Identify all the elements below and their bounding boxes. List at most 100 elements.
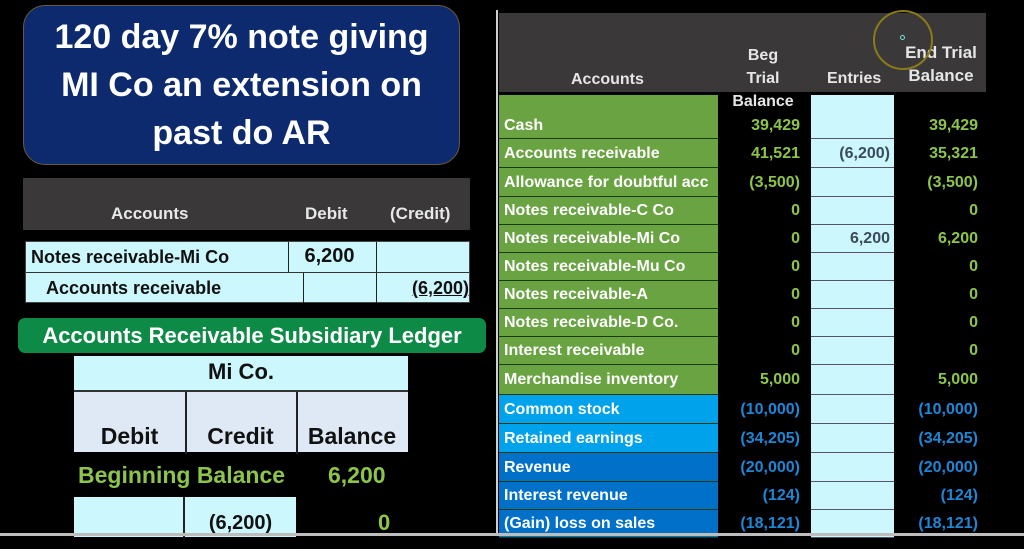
tb-row: Notes receivable-C Co 0 0 bbox=[499, 197, 986, 225]
tb-row: Cash 39,429 39,429 bbox=[499, 95, 986, 139]
tb-account-cell[interactable]: Allowance for doubtful acc bbox=[499, 168, 718, 197]
tb-end-balance-cell: (3,500) bbox=[927, 174, 978, 191]
title-line: 120 day 7% note giving bbox=[54, 18, 429, 56]
title-line: MI Co an extension on bbox=[61, 66, 422, 104]
ledger-headers: Debit Credit Balance bbox=[74, 390, 408, 454]
tb-entries-cell[interactable] bbox=[811, 253, 894, 281]
tb-account-cell[interactable]: Notes receivable-A bbox=[499, 281, 718, 309]
journal-account-cell[interactable]: Notes receivable-Mi Co bbox=[26, 242, 289, 272]
tb-row: Revenue (20,000) (20,000) bbox=[499, 453, 986, 482]
tb-entries-cell[interactable] bbox=[811, 482, 894, 510]
ledger-debit-cell[interactable] bbox=[74, 497, 185, 537]
tb-row: Notes receivable-Mi Co 0 6,200 6,200 bbox=[499, 225, 986, 253]
tb-end-balance-cell: 39,429 bbox=[929, 117, 978, 134]
tb-account-cell[interactable]: Notes receivable-C Co bbox=[499, 197, 718, 225]
tb-row: Notes receivable-A 0 0 bbox=[499, 281, 986, 309]
tb-end-balance-cell: 0 bbox=[969, 314, 978, 331]
tb-beg-balance-cell: 0 bbox=[791, 286, 800, 303]
tb-beg-balance-cell: (124) bbox=[762, 487, 800, 504]
tb-header-entries: Entries bbox=[827, 70, 882, 87]
tb-row: Interest receivable 0 0 bbox=[499, 337, 986, 365]
journal-header-credit: (Credit) bbox=[390, 204, 451, 223]
ledger-beginning-label: Beginning Balance bbox=[78, 462, 286, 488]
tb-account-cell[interactable]: Notes receivable-Mi Co bbox=[499, 225, 718, 253]
tb-beg-balance-cell: 0 bbox=[791, 202, 800, 219]
tb-account-cell[interactable]: Revenue bbox=[499, 453, 718, 482]
journal-credit-cell[interactable]: (6,200) bbox=[411, 278, 469, 298]
tb-beg-balance-cell: (3,500) bbox=[749, 174, 800, 191]
tb-beg-balance-cell: 0 bbox=[791, 314, 800, 331]
tb-entries-cell[interactable] bbox=[811, 337, 894, 365]
tb-beg-balance-cell: 41,521 bbox=[751, 145, 800, 162]
journal-header-accounts: Accounts bbox=[111, 204, 189, 223]
tb-entries-cell[interactable]: 6,200 bbox=[811, 225, 894, 253]
title-box: 120 day 7% note giving MI Co an extensio… bbox=[23, 5, 460, 165]
tb-entries-cell[interactable] bbox=[811, 95, 894, 139]
cursor-highlight-ring bbox=[873, 10, 933, 70]
journal-debit-cell[interactable] bbox=[283, 273, 377, 303]
tb-end-balance-cell: (124) bbox=[940, 487, 978, 504]
ledger-header-debit: Debit bbox=[74, 392, 187, 454]
tb-row: Accounts receivable 41,521 (6,200) 35,321 bbox=[499, 139, 986, 168]
tb-entries-cell[interactable] bbox=[811, 197, 894, 225]
tb-beg-balance-cell: 0 bbox=[791, 258, 800, 275]
tb-header-beg-line2: Balance bbox=[732, 93, 794, 110]
trial-balance-table: Cash 39,429 39,429 Accounts receivable 41,52… bbox=[499, 95, 986, 538]
tb-header-beg-line1: Beg Trial bbox=[746, 47, 780, 87]
tb-beg-balance-cell: (20,000) bbox=[740, 459, 800, 476]
tb-account-cell[interactable]: Notes receivable-Mu Co bbox=[499, 253, 718, 281]
tb-end-balance-cell: 0 bbox=[969, 286, 978, 303]
ledger-credit-cell[interactable]: (6,200) bbox=[185, 497, 296, 537]
ledger-header-balance: Balance bbox=[307, 423, 397, 449]
tb-row: Allowance for doubtful acc (3,500) (3,500) bbox=[499, 168, 986, 197]
tb-end-balance-cell: (18,121) bbox=[918, 515, 978, 532]
tb-account-cell[interactable]: Notes receivable-D Co. bbox=[499, 309, 718, 337]
tb-account-cell[interactable]: Common stock bbox=[499, 395, 718, 424]
tb-row: Notes receivable-D Co. 0 0 bbox=[499, 309, 986, 337]
tb-row: Merchandise inventory 5,000 5,000 bbox=[499, 365, 986, 395]
tb-account-cell[interactable]: Interest receivable bbox=[499, 337, 718, 365]
tb-end-balance-cell: 35,321 bbox=[929, 145, 978, 162]
journal-row: Accounts receivable (6,200) bbox=[26, 273, 469, 303]
tb-entries-cell[interactable] bbox=[811, 424, 894, 453]
journal-credit-cell[interactable] bbox=[376, 242, 469, 272]
tb-account-cell[interactable]: Merchandise inventory bbox=[499, 365, 718, 395]
bottom-bar bbox=[0, 533, 1024, 536]
tb-beg-balance-cell: 39,429 bbox=[751, 117, 800, 134]
tb-row: Common stock (10,000) (10,000) bbox=[499, 395, 986, 424]
tb-end-balance-cell: 0 bbox=[969, 342, 978, 359]
tb-end-balance-cell: 6,200 bbox=[937, 230, 978, 247]
tb-header-end-line2: Balance bbox=[908, 66, 974, 85]
tb-beg-balance-cell: 5,000 bbox=[759, 371, 800, 388]
journal-header-debit: Debit bbox=[305, 204, 348, 223]
title-line: past do AR bbox=[152, 114, 331, 152]
tb-account-cell[interactable]: Cash bbox=[499, 95, 718, 139]
tb-account-cell[interactable]: Interest revenue bbox=[499, 482, 718, 510]
tb-entries-cell[interactable] bbox=[811, 168, 894, 197]
cursor-dot bbox=[900, 35, 905, 40]
tb-beg-balance-cell: (10,000) bbox=[740, 401, 800, 418]
tb-end-balance-cell: (10,000) bbox=[918, 401, 978, 418]
tb-account-cell[interactable]: Retained earnings bbox=[499, 424, 718, 453]
tb-entries-cell[interactable] bbox=[811, 365, 894, 395]
tb-end-balance-cell: 5,000 bbox=[937, 371, 978, 388]
tb-entries-cell[interactable] bbox=[811, 309, 894, 337]
tb-entries-cell[interactable] bbox=[811, 281, 894, 309]
tb-end-balance-cell: 0 bbox=[969, 202, 978, 219]
tb-account-cell[interactable]: Accounts receivable bbox=[499, 139, 718, 168]
tb-header-accounts: Accounts bbox=[571, 71, 644, 88]
tb-entries-cell[interactable] bbox=[811, 453, 894, 482]
tb-header-beg: Beg Trial Balance bbox=[732, 44, 794, 113]
tb-beg-balance-cell: (18,121) bbox=[740, 515, 800, 532]
tb-entries-cell[interactable] bbox=[811, 395, 894, 424]
ledger-header-credit: Credit bbox=[185, 392, 298, 454]
journal-account-cell[interactable]: Accounts receivable bbox=[26, 273, 304, 303]
panel-divider bbox=[496, 10, 498, 536]
ledger-beginning-value: 6,200 bbox=[328, 462, 386, 488]
ledger-balance-cell: 0 bbox=[378, 510, 391, 535]
journal-debit-cell[interactable]: 6,200 bbox=[283, 242, 377, 272]
journal-row: Notes receivable-Mi Co 6,200 bbox=[26, 242, 469, 273]
ledger-banner: Accounts Receivable Subsidiary Ledger bbox=[18, 318, 486, 353]
tb-entries-cell[interactable]: (6,200) bbox=[811, 139, 894, 168]
tb-beg-balance-cell: 0 bbox=[791, 342, 800, 359]
